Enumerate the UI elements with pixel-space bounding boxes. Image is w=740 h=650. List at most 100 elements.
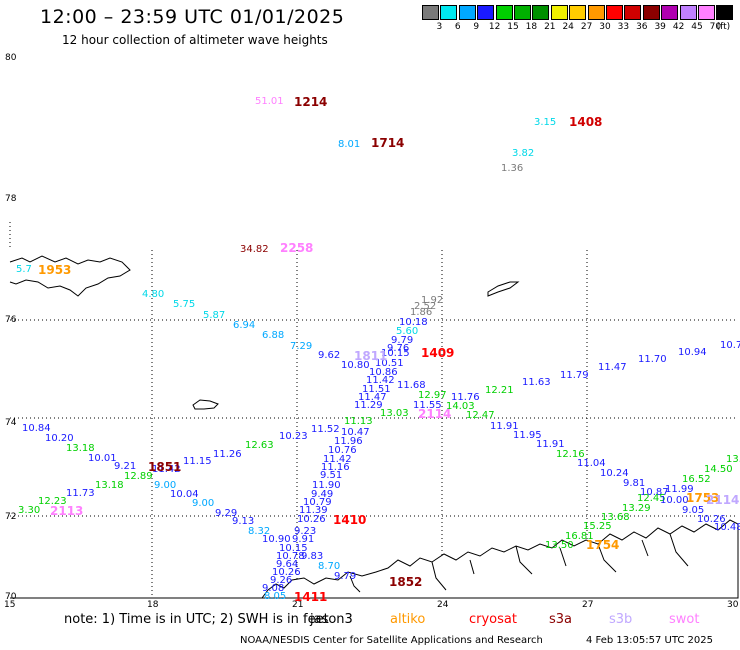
wave-height-value: 9.49 <box>311 489 334 500</box>
legend-label: 45 <box>691 22 703 32</box>
wave-height-value: 9.51 <box>320 470 343 481</box>
wave-height-value: 5.60 <box>396 326 419 337</box>
wave-height-value: 10.48 <box>714 522 740 533</box>
wave-height-value: 2.52 <box>414 301 437 312</box>
pass-time-label: 2114 <box>418 407 452 421</box>
lat-label: 76 <box>5 315 17 325</box>
wave-height-value: 11.42 <box>152 464 181 475</box>
satellite-name-altiko: altiko <box>390 612 426 627</box>
legend-label: 21 <box>544 22 556 32</box>
footnote-text: note: 1) Time is in UTC; 2) SWH is in fe… <box>64 612 329 627</box>
wave-height-value: 11.39 <box>299 505 328 516</box>
lon-label: 30 <box>727 600 739 610</box>
legend-swatch <box>606 5 623 20</box>
wave-height-value: 11.29 <box>354 400 383 411</box>
legend-swatch <box>458 5 476 20</box>
wave-height-value: 11.52 <box>311 424 340 435</box>
wave-height-value: 14.50 <box>704 464 733 475</box>
legend-label: 70 <box>709 22 722 32</box>
wave-height-value: 11.91 <box>490 421 519 432</box>
wave-height-value: 11.47 <box>598 362 627 373</box>
wave-height-value: 7.29 <box>290 341 313 352</box>
satellite-name-s3a: s3a <box>549 612 573 627</box>
wave-height-value: 11.15 <box>183 456 212 467</box>
wave-height-value: 9.79 <box>334 571 357 582</box>
wave-height-value: 10.79 <box>303 497 332 508</box>
wave-height-value: 4.80 <box>142 289 165 300</box>
wave-height-value: 3.82 <box>512 148 535 159</box>
wave-height-value: 13.29 <box>622 503 651 514</box>
wave-height-value: 5.7 <box>16 264 32 275</box>
wave-height-value: 12.45 <box>637 493 666 504</box>
legend-label: 36 <box>636 22 648 32</box>
wave-height-value: 5.75 <box>173 299 196 310</box>
wave-height-value: 34.82 <box>240 244 269 255</box>
wave-height-value: 9.05 <box>682 505 705 516</box>
wave-height-value: 11.04 <box>577 458 606 469</box>
pass-time-label: 1754 <box>586 538 620 552</box>
legend-unit: (ft) <box>716 22 731 32</box>
legend-label: 30 <box>599 22 611 32</box>
wave-height-value: 6.88 <box>262 330 285 341</box>
legend-label: 3 <box>436 22 443 32</box>
coast-fjords <box>349 533 689 593</box>
wave-height-value: 6.94 <box>233 320 256 331</box>
legend-label: 9 <box>473 22 480 32</box>
wave-height-value: 1.86 <box>410 307 433 318</box>
wave-height-value: 11.91 <box>536 439 565 450</box>
legend-swatch <box>550 5 568 20</box>
wave-height-value: 10.86 <box>369 367 398 378</box>
wave-height-value: 8.05 <box>264 591 287 602</box>
wave-height-value: 11.95 <box>513 430 542 441</box>
legend-swatch <box>440 5 458 20</box>
legend-label: 33 <box>617 22 630 32</box>
wave-height-value: 11.47 <box>358 392 387 403</box>
wave-height-value: 9.00 <box>154 480 177 491</box>
wave-height-value: 13.50 <box>545 540 574 551</box>
wave-height-value: 11.63 <box>522 377 551 388</box>
wave-height-value: 13. <box>726 454 740 465</box>
wave-height-value: 10.94 <box>678 347 707 358</box>
pass-time-label: 1409 <box>421 346 455 360</box>
wave-height-value: 9.26 <box>270 575 293 586</box>
wave-height-value: 11.79 <box>560 370 589 381</box>
wave-height-value: 10.87 <box>640 487 669 498</box>
legend-swatch <box>679 5 697 20</box>
wave-height-value: 13.03 <box>380 408 409 419</box>
wave-height-value: 12.63 <box>245 440 274 451</box>
svalbard-coast <box>9 255 131 297</box>
pass-time-label: 1410 <box>333 513 367 527</box>
legend-swatch <box>624 5 642 20</box>
pass-time-label: 1714 <box>371 136 405 150</box>
wave-height-value: 10.26 <box>697 514 726 525</box>
legend-swatch <box>587 5 605 20</box>
wave-height-value: 9.64 <box>276 559 299 570</box>
wave-height-value: 11.76 <box>451 392 480 403</box>
legend-swatch <box>477 5 495 20</box>
wave-height-value: 11.99 <box>665 484 694 495</box>
pass-time-label: 1411 <box>294 590 328 604</box>
lat-label: 74 <box>5 418 17 428</box>
credit-line: NOAA/NESDIS Center for Satellite Applica… <box>240 635 543 646</box>
pass-time-label: 1214 <box>294 95 328 109</box>
wave-height-value: 9.76 <box>387 343 410 354</box>
wave-height-value: 10.7 <box>720 340 740 351</box>
pass-time-label: 2258 <box>280 241 314 255</box>
wave-height-value: 11.73 <box>66 488 95 499</box>
wave-height-value: 10.47 <box>341 427 370 438</box>
wave-height-value: 10.20 <box>45 433 74 444</box>
wave-height-value: 8.01 <box>338 139 361 150</box>
chart-title: 12:00 – 23:59 UTC 01/01/2025 <box>40 6 345 28</box>
pass-time-label: 1811 <box>354 349 388 363</box>
wave-height-value: 10.80 <box>341 360 370 371</box>
small-island-east <box>487 281 520 297</box>
wave-height-value: 13.18 <box>95 480 124 491</box>
legend-label: 18 <box>525 22 538 32</box>
wave-height-value: 10.26 <box>297 514 326 525</box>
legend-swatch <box>661 5 679 20</box>
footnote: note: 1) Time is in UTC; 2) SWH is in fe… <box>64 612 329 627</box>
lon-label: 27 <box>582 600 594 610</box>
generated-timestamp: 4 Feb 13:05:57 UTC 2025 <box>586 635 713 646</box>
lon-label: 18 <box>147 600 159 610</box>
